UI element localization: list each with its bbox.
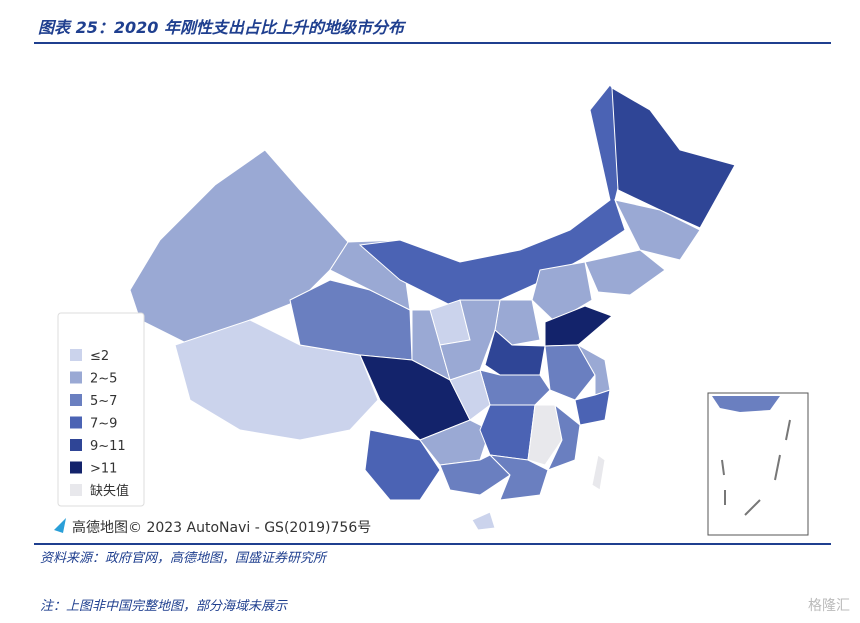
region xyxy=(527,404,563,466)
footer-rule xyxy=(34,543,831,545)
legend-swatch xyxy=(70,461,82,474)
legend-swatch xyxy=(70,349,82,361)
region xyxy=(479,369,551,406)
logo-icon xyxy=(54,518,66,533)
map-attribution: 高德地图© 2023 AutoNavi - GS(2019)756号 xyxy=(72,519,371,536)
region xyxy=(544,344,596,401)
region xyxy=(289,279,413,361)
region xyxy=(547,403,581,471)
legend-box xyxy=(57,312,145,507)
legend-label: 缺失值 xyxy=(90,483,129,499)
legend-label: 2~5 xyxy=(90,372,117,387)
legend-label: 9~11 xyxy=(90,439,126,454)
legend: ≤2 2~5 5~7 7~9 9~11 >11 缺失值 xyxy=(70,349,129,499)
legend-swatch xyxy=(70,439,82,451)
region xyxy=(614,199,701,261)
region xyxy=(591,454,606,491)
legend-swatch xyxy=(70,484,82,496)
region xyxy=(419,419,491,466)
legend-label: ≤2 xyxy=(90,349,109,364)
region xyxy=(479,404,536,461)
south-sea-inset xyxy=(707,392,809,536)
region xyxy=(488,454,549,501)
title-rule xyxy=(34,42,831,44)
region xyxy=(544,305,613,347)
source-note: 资料来源：政府官网，高德地图，国盛证券研究所 xyxy=(40,551,327,566)
region xyxy=(471,511,496,531)
watermark: 格隆汇 xyxy=(808,598,850,614)
legend-label: 5~7 xyxy=(90,394,117,409)
legend-swatch xyxy=(70,371,82,384)
inset-land xyxy=(712,396,780,412)
legend-label: 7~9 xyxy=(90,417,117,432)
figure-title: 图表 25：2020 年刚性支出占比上升的地级市分布 xyxy=(38,18,404,37)
legend-label: >11 xyxy=(90,462,117,477)
inset-dash xyxy=(721,419,791,516)
provinces xyxy=(129,84,736,531)
disclaimer-note: 注：上图非中国完整地图，部分海域未展示 xyxy=(40,599,288,614)
legend-swatch xyxy=(70,416,82,429)
region xyxy=(584,249,666,296)
region xyxy=(611,87,736,229)
legend-swatch xyxy=(70,394,82,406)
region xyxy=(574,389,611,426)
